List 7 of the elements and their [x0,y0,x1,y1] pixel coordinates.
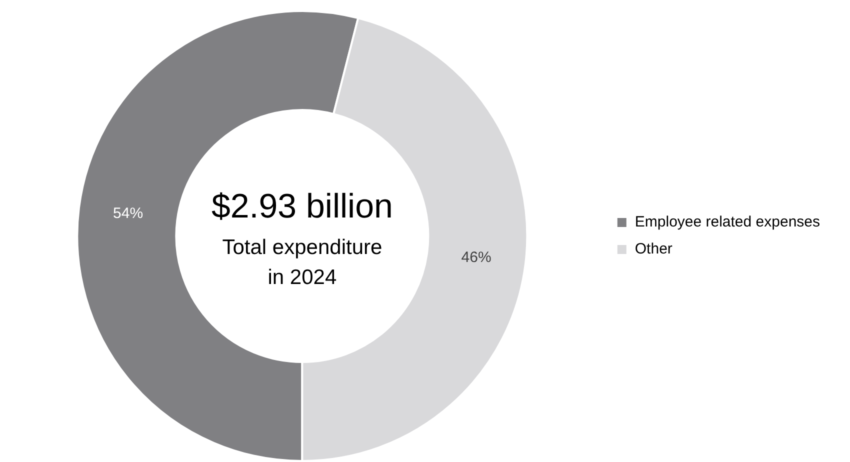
data-label: 54% [113,205,144,222]
text: in 2024 [268,266,337,289]
legend-label: Other [634,240,672,258]
data-label: 46% [461,249,492,266]
legend-label: Employee related expenses [634,214,820,231]
text: $2.93 billion [211,187,393,226]
text: Total expenditure [222,236,382,259]
